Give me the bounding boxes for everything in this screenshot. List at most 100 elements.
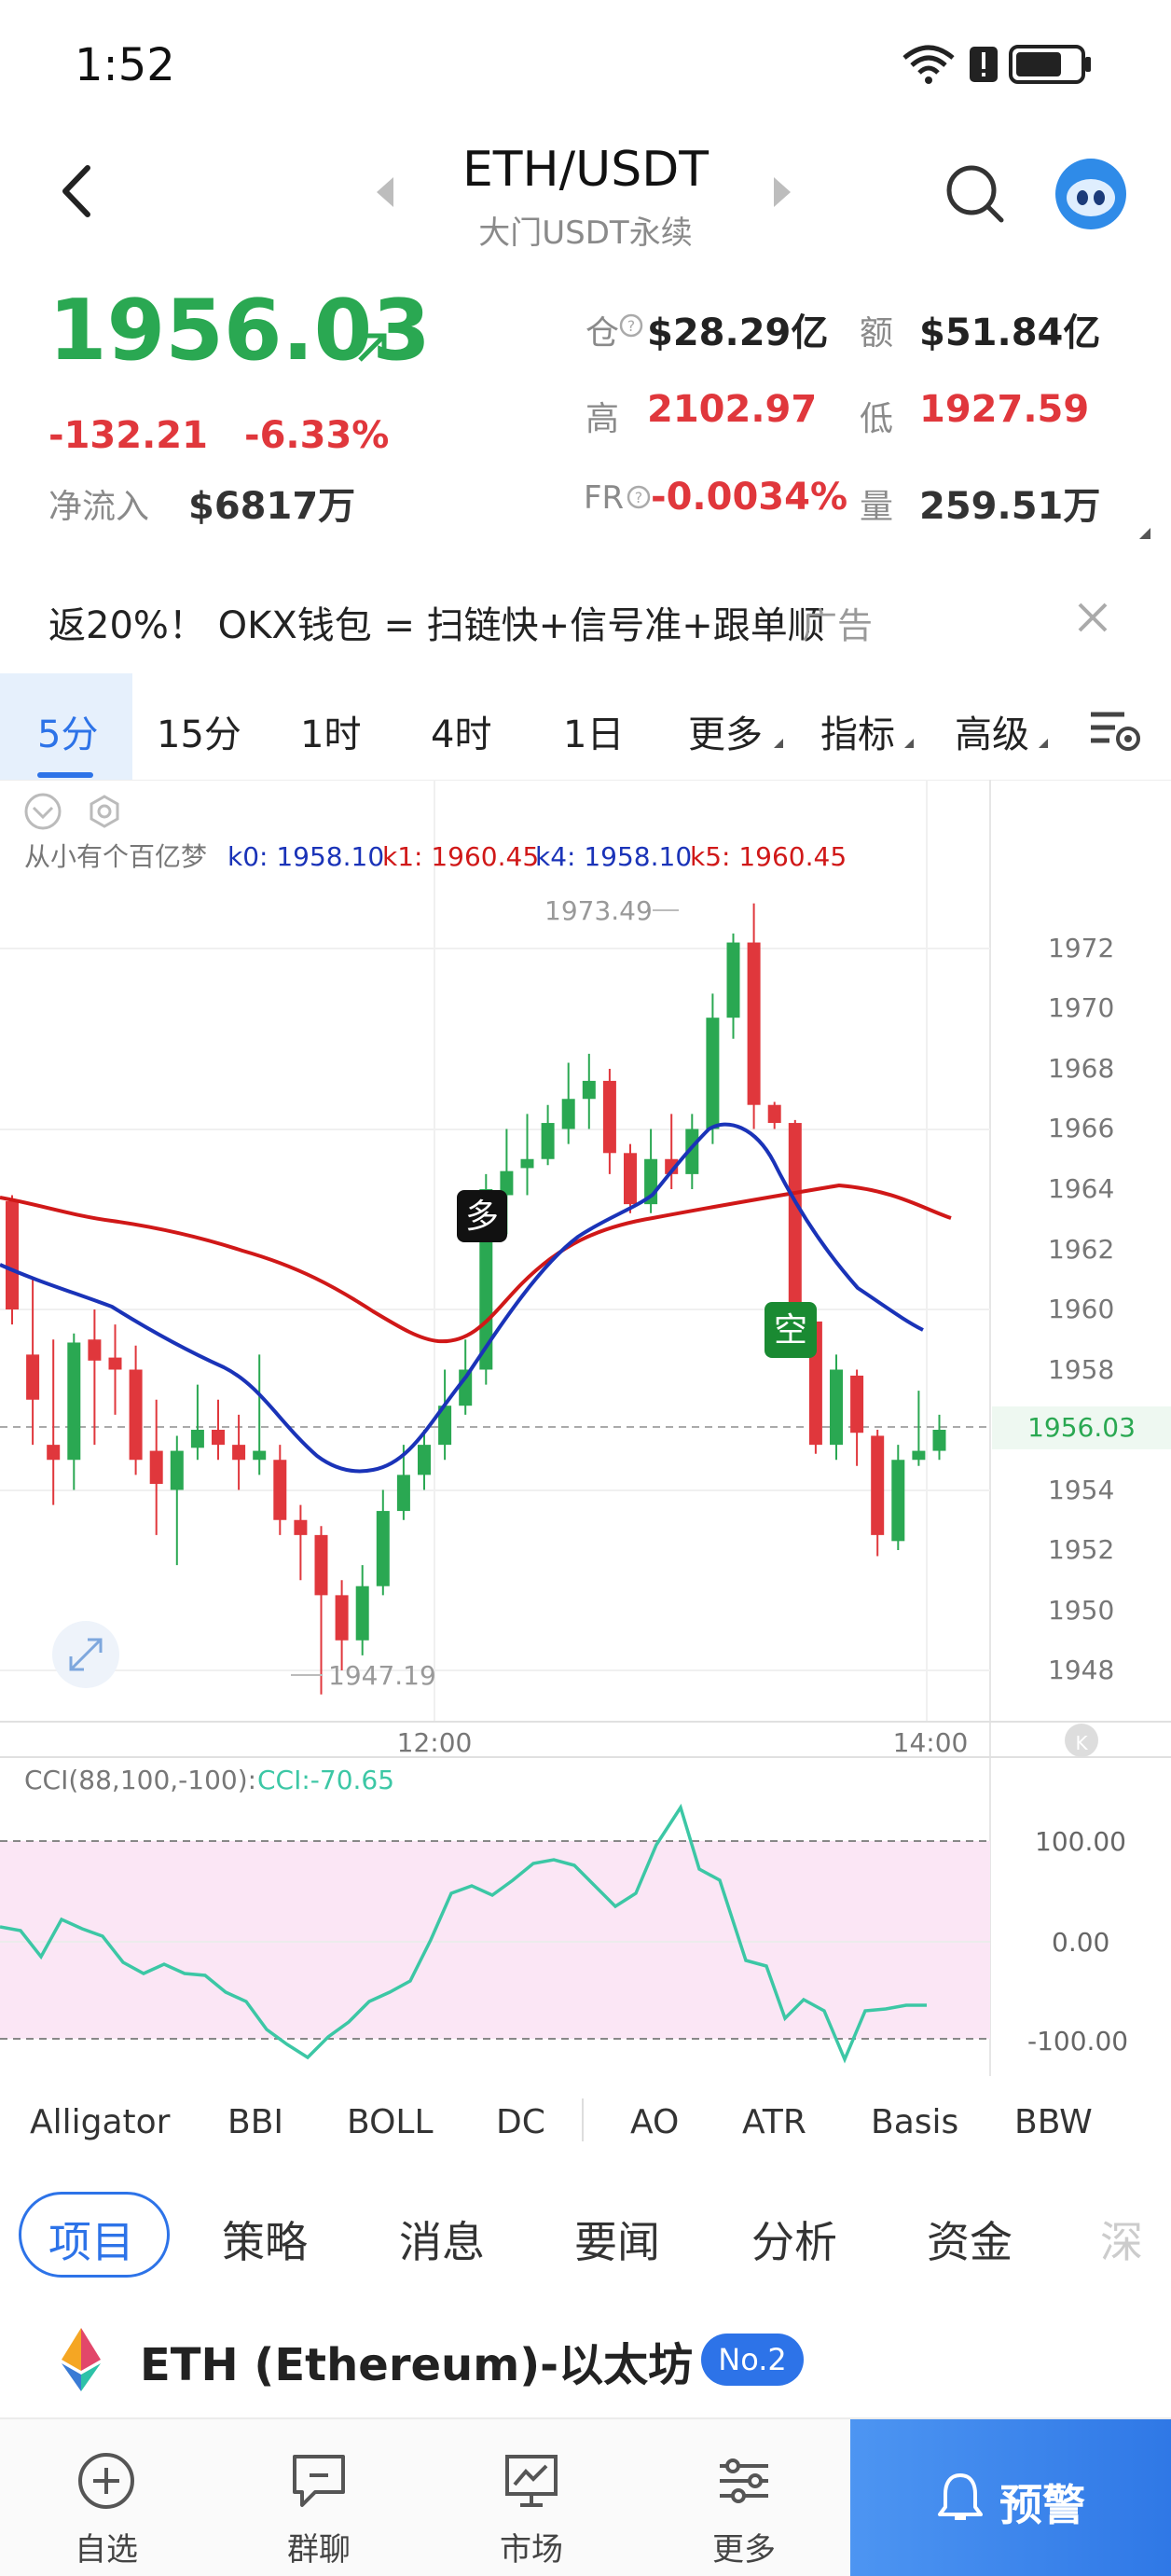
x-label: 12:00 [397, 1727, 473, 1758]
nav-chat[interactable]: 群聊 [213, 2419, 425, 2576]
info-icon[interactable]: ? [627, 485, 651, 509]
turnover-label: 额 [860, 314, 894, 353]
low-value: 1927.59 [919, 388, 1090, 431]
nav-label: 群聊 [287, 2531, 351, 2569]
cci-level: 0.00 [1052, 1927, 1109, 1958]
candle-body [871, 1435, 885, 1535]
price-change: -132.21 [48, 414, 208, 457]
indicator-name: 从小有个百亿梦 [24, 841, 207, 872]
tab-active-bg [0, 673, 132, 780]
tab-1h[interactable]: 1时 [300, 713, 362, 756]
ad-text[interactable]: 返20%！ OKX钱包 = 扫链快+信号准+跟单顺 [48, 604, 825, 647]
indicator-bbi[interactable]: BBI [227, 2103, 284, 2141]
min-price-label: 1947.19 [328, 1660, 436, 1691]
tab-indicators[interactable]: 指标 [820, 713, 895, 756]
tab-4h[interactable]: 4时 [431, 713, 492, 756]
corner-expand-icon[interactable] [1139, 528, 1150, 539]
legend-k1: k1: 1960.45 [382, 841, 539, 872]
candle-body [850, 1375, 864, 1433]
candle-body [830, 1369, 843, 1446]
indicator-ao[interactable]: AO [630, 2103, 680, 2141]
chevron-left-icon [62, 165, 90, 217]
candle-body [212, 1430, 225, 1446]
cci-line [0, 1803, 927, 2064]
indicator-atr[interactable]: ATR [742, 2103, 806, 2141]
candle-body [912, 1450, 926, 1461]
dropdown-indicator [774, 739, 783, 748]
indicator-boll[interactable]: BOLL [347, 2103, 434, 2141]
legend-k4: k4: 1958.10 [535, 841, 692, 872]
alert-label: 预警 [999, 2480, 1085, 2530]
bottom-nav: 自选 群聊 市场 更多 预警 [0, 2417, 1171, 2576]
search-icon[interactable] [942, 160, 1009, 228]
indicator-dc[interactable]: DC [496, 2103, 545, 2141]
candle-body [500, 1170, 514, 1196]
candle-body [170, 1450, 184, 1490]
alert-sim-icon [970, 47, 998, 82]
price-tag-bg [992, 1406, 1171, 1449]
candle-body [253, 1450, 267, 1461]
grid-lines [0, 780, 990, 1722]
timeframe-bar [0, 673, 1171, 781]
net-inflow-label: 净流入 [48, 488, 150, 526]
candle-body [685, 1129, 699, 1174]
collapse-icon [24, 793, 62, 830]
candle-body [335, 1595, 349, 1641]
price-change-pct: -6.33% [244, 414, 390, 457]
cci-title: CCI(88,100,-100): [24, 1765, 256, 1795]
prev-pair-arrow[interactable] [377, 177, 393, 207]
cci-value: CCI:-70.65 [257, 1765, 394, 1795]
candle-body [108, 1357, 122, 1370]
candle-body [582, 1080, 596, 1100]
tab-5min[interactable]: 5分 [37, 713, 99, 756]
high-label: 高 [586, 400, 620, 438]
chart-settings-icon[interactable] [1087, 707, 1143, 754]
candle-body [355, 1586, 369, 1641]
tab-news[interactable]: 要闻 [574, 2217, 660, 2267]
candle-body [418, 1445, 431, 1475]
rank-badge: No.2 [701, 2334, 804, 2386]
candle-body [26, 1354, 40, 1400]
tab-messages[interactable]: 消息 [399, 2217, 485, 2267]
candle-body [932, 1430, 946, 1451]
y-label: 1948 [1048, 1655, 1114, 1685]
tab-15min[interactable]: 15分 [157, 713, 241, 756]
pair-title[interactable]: ETH/USDT [462, 142, 709, 198]
candle-body [788, 1123, 802, 1309]
fr-value: -0.0034% [651, 476, 848, 519]
tab-more[interactable]: 更多 [688, 713, 763, 756]
y-label: 1964 [1048, 1173, 1114, 1204]
y-label: 1954 [1048, 1475, 1114, 1505]
next-pair-arrow[interactable] [774, 177, 791, 207]
legend-k0: k0: 1958.10 [227, 841, 384, 872]
candle-body [520, 1158, 534, 1169]
tab-analysis[interactable]: 分析 [751, 2217, 837, 2267]
tab-project[interactable]: 项目 [48, 2217, 134, 2267]
tab-strategy[interactable]: 策略 [222, 2217, 308, 2267]
y-label: 1952 [1048, 1534, 1114, 1565]
back-button[interactable] [47, 159, 103, 224]
candle-body [294, 1519, 308, 1535]
turnover-value: $51.84亿 [919, 312, 1101, 354]
long-marker: 多 [465, 1198, 499, 1236]
nav-watchlist[interactable]: 自选 [0, 2419, 213, 2576]
candle-body [190, 1430, 204, 1448]
nav-market[interactable]: 市场 [425, 2419, 638, 2576]
info-icon[interactable]: ? [619, 313, 643, 338]
tab-1d[interactable]: 1日 [563, 713, 625, 756]
tab-funds[interactable]: 资金 [927, 2217, 1013, 2267]
indicator-basis[interactable]: Basis [871, 2103, 959, 2141]
close-icon[interactable] [1074, 599, 1111, 636]
fr-label: FR [584, 479, 625, 517]
coin-name[interactable]: ETH (Ethereum)-以太坊 [140, 2339, 694, 2391]
robot-avatar-icon[interactable] [1054, 157, 1128, 231]
tab-advanced[interactable]: 高级 [955, 713, 1029, 756]
candlestick-chart[interactable]: 从小有个百亿梦 k0: 1958.10 k1: 1960.45 k4: 1958… [0, 780, 1171, 2076]
nav-label: 更多 [712, 2531, 776, 2569]
indicator-alligator[interactable]: Alligator [30, 2103, 171, 2141]
alert-button[interactable]: 预警 [850, 2419, 1171, 2576]
tab-depth[interactable]: 深 [1100, 2217, 1143, 2267]
indicator-bbw[interactable]: BBW [1014, 2103, 1093, 2141]
nav-more[interactable]: 更多 [638, 2419, 850, 2576]
candle-body [624, 1153, 637, 1205]
